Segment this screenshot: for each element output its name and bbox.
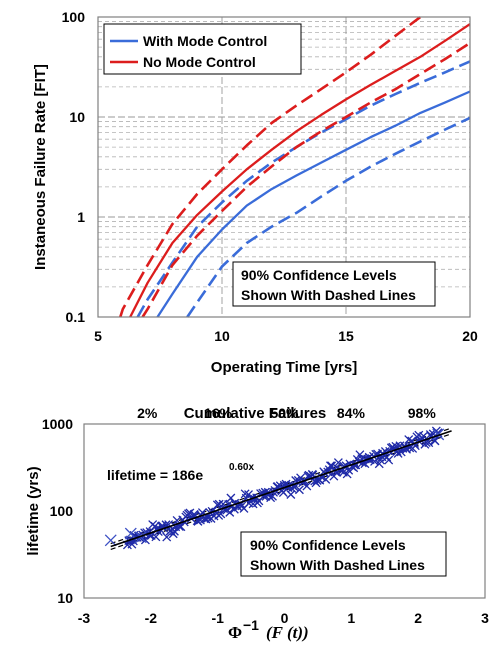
bottom-x-tick-label: -1 (211, 610, 224, 626)
cumulative-failures-tick-labels: 2% 16% 50% 84% 98% (137, 405, 436, 421)
series-line-4 (119, 15, 422, 318)
data-point (226, 493, 236, 503)
data-point (327, 461, 337, 471)
data-point (134, 531, 147, 544)
data-point (104, 534, 117, 547)
top-y-axis-title: Instaneous Failure Rate [FIT] (32, 64, 49, 270)
data-point (203, 513, 213, 523)
top-x-tick-labels: 5 10 15 20 (94, 328, 478, 344)
phi-superscript: −1 (243, 617, 259, 633)
cumulative-failures-tick-label: 50% (270, 405, 299, 421)
data-point (193, 516, 203, 526)
bottom-x-tick-label: -2 (145, 610, 158, 626)
series-line-2 (186, 116, 471, 318)
top-x-tick-label: 5 (94, 328, 102, 344)
top-y-tick-label: 100 (62, 9, 86, 25)
bottom-x-tick-label: 2 (414, 610, 422, 626)
bottom-x-tick-label: -3 (78, 610, 91, 626)
cumulative-failures-tick-label: 2% (137, 405, 158, 421)
data-point (162, 532, 172, 542)
series-line-5 (141, 41, 471, 318)
fit-line (110, 430, 452, 548)
legend-label-no-mode-control: No Mode Control (143, 54, 256, 70)
fit-equation-exponent: 0.60x (229, 462, 254, 473)
data-point (294, 485, 304, 495)
bottom-annotation-line-2: Shown With Dashed Lines (250, 557, 425, 573)
bottom-y-tick-labels: 10 100 1000 (42, 416, 73, 606)
fit-equation: lifetime = 186e 0.60x (107, 462, 254, 483)
bottom-y-axis-title: lifetime (yrs) (25, 466, 42, 555)
bottom-annotation-box: 90% Confidence Levels Shown With Dashed … (240, 531, 447, 577)
bottom-annotation-frame (240, 531, 447, 577)
phi-symbol: Φ (228, 623, 242, 642)
bottom-plot-frame (83, 423, 486, 599)
series-line-3 (129, 23, 471, 318)
data-point (168, 529, 178, 539)
data-point (384, 455, 394, 465)
bottom-x-tick-label: 0 (281, 610, 289, 626)
data-point (302, 481, 312, 491)
top-annotation-line-1: 90% Confidence Levels (241, 267, 397, 283)
top-series-lines (119, 15, 471, 318)
legend-label-with-mode-control: With Mode Control (143, 33, 267, 49)
bottom-annotation-line-1: 90% Confidence Levels (250, 537, 406, 553)
lifetime-probability-chart: Cumulative Failures 2% 16% 50% 84% 98% -3 -2-… (25, 405, 489, 642)
top-x-tick-label: 15 (338, 328, 354, 344)
top-legend: With Mode Control No Mode Control (103, 23, 302, 75)
data-point (333, 458, 343, 468)
bottom-y-tick-label: 100 (50, 503, 74, 519)
top-plot-frame (97, 16, 471, 318)
top-y-tick-labels: 0.1 1 10 100 (62, 9, 86, 325)
data-point (225, 507, 235, 517)
top-y-tick-label: 10 (69, 109, 85, 125)
data-point (321, 474, 331, 484)
top-x-tick-label: 20 (462, 328, 478, 344)
cumulative-failures-title: Cumulative Failures (184, 405, 327, 422)
legend-box (103, 23, 302, 75)
data-point (432, 428, 445, 441)
top-x-tick-label: 10 (214, 328, 230, 344)
bottom-x-tick-label: 1 (347, 610, 355, 626)
cumulative-failures-tick-label: 98% (408, 405, 437, 421)
top-annotation-frame (232, 261, 436, 307)
bottom-x-tick-labels: -3 -2 -1 0 1 2 3 (78, 610, 489, 626)
cumulative-failures-tick-label: 16% (204, 405, 233, 421)
bottom-y-tick-label: 10 (57, 590, 73, 606)
top-annotation-box: 90% Confidence Levels Shown With Dashed … (232, 261, 436, 307)
top-y-tick-label: 0.1 (66, 309, 86, 325)
phi-argument: (F (t)) (266, 623, 309, 642)
bottom-y-tick-label: 1000 (42, 416, 73, 432)
data-point (151, 532, 161, 542)
bottom-x-axis-title: Φ −1 (F (t)) (228, 617, 309, 642)
data-point (124, 527, 137, 540)
bottom-x-tick-label: 3 (481, 610, 489, 626)
cumulative-failures-tick-label: 84% (337, 405, 366, 421)
fit-equation-base: lifetime = 186e (107, 467, 203, 483)
series-line-0 (156, 90, 471, 318)
top-y-tick-label: 1 (77, 209, 85, 225)
lifetime-fit-line (110, 430, 452, 548)
top-annotation-line-2: Shown With Dashed Lines (241, 287, 416, 303)
failure-rate-chart: 5 10 15 20 0.1 1 10 100 Operating Time [yrs] I… (32, 9, 478, 376)
top-x-axis-title: Operating Time [yrs] (211, 359, 357, 376)
